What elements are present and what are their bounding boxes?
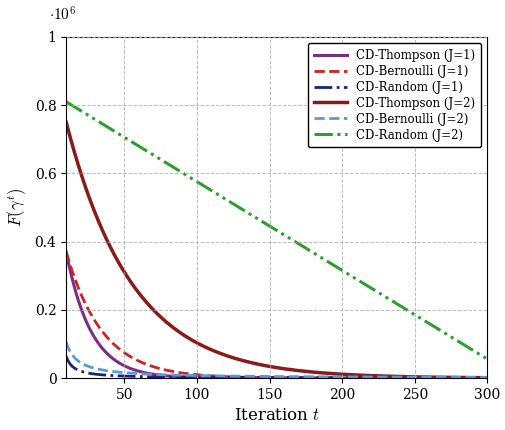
CD-Thompson (J=2) (256, 362, 262, 367)
CD-Bernoulli (J=1) (84, 306, 90, 311)
CD-Random (J=1) (84, 370, 90, 375)
CD-Random (J=2) (63, 99, 69, 104)
CD-Bernoulli (J=1) (256, 375, 262, 380)
CD-Thompson (J=2) (394, 374, 400, 379)
Line: CD-Thompson (J=1): CD-Thompson (J=1) (66, 252, 486, 378)
CD-Random (J=2) (268, 224, 274, 230)
CD-Bernoulli (J=2) (483, 375, 489, 380)
CD-Bernoulli (J=2) (394, 375, 400, 380)
CD-Random (J=2) (471, 349, 477, 354)
Line: CD-Bernoulli (J=2): CD-Bernoulli (J=2) (66, 342, 486, 378)
CD-Random (J=2) (84, 112, 90, 117)
CD-Bernoulli (J=1) (394, 375, 400, 381)
CD-Bernoulli (J=1) (63, 249, 69, 255)
CD-Bernoulli (J=2) (471, 375, 477, 380)
CD-Bernoulli (J=2) (268, 374, 274, 379)
CD-Bernoulli (J=2) (84, 363, 90, 369)
CD-Bernoulli (J=2) (471, 375, 477, 380)
Line: CD-Random (J=2): CD-Random (J=2) (66, 102, 486, 359)
CD-Random (J=1) (471, 375, 477, 381)
CD-Bernoulli (J=1) (471, 375, 477, 381)
CD-Random (J=1) (483, 375, 489, 381)
CD-Thompson (J=1) (63, 249, 69, 255)
CD-Bernoulli (J=1) (483, 375, 489, 381)
CD-Thompson (J=1) (471, 375, 477, 381)
CD-Random (J=1) (268, 375, 274, 380)
CD-Bernoulli (J=2) (63, 339, 69, 344)
CD-Random (J=2) (471, 349, 477, 354)
CD-Thompson (J=1) (483, 375, 489, 381)
CD-Bernoulli (J=1) (268, 375, 274, 380)
CD-Bernoulli (J=1) (471, 375, 477, 381)
CD-Random (J=1) (394, 375, 400, 381)
X-axis label: Iteration $t$: Iteration $t$ (233, 408, 319, 424)
CD-Random (J=2) (256, 218, 262, 223)
CD-Thompson (J=1) (268, 375, 274, 381)
CD-Thompson (J=1) (256, 375, 262, 381)
CD-Thompson (J=2) (268, 364, 274, 369)
Y-axis label: $F(\gamma^t)$: $F(\gamma^t)$ (6, 188, 29, 227)
CD-Random (J=1) (256, 375, 262, 380)
Legend: CD-Thompson (J=1), CD-Bernoulli (J=1), CD-Random (J=1), CD-Thompson (J=2), CD-Be: CD-Thompson (J=1), CD-Bernoulli (J=1), C… (308, 43, 480, 147)
CD-Thompson (J=1) (394, 375, 400, 381)
Line: CD-Thompson (J=2): CD-Thompson (J=2) (66, 122, 486, 378)
CD-Thompson (J=2) (483, 375, 489, 380)
CD-Random (J=1) (471, 375, 477, 381)
CD-Bernoulli (J=2) (256, 374, 262, 379)
Text: $\cdot 10^6$: $\cdot 10^6$ (49, 5, 76, 23)
CD-Thompson (J=2) (471, 375, 477, 380)
Line: CD-Random (J=1): CD-Random (J=1) (66, 356, 486, 378)
CD-Thompson (J=2) (84, 191, 90, 196)
CD-Thompson (J=1) (471, 375, 477, 381)
CD-Random (J=2) (483, 356, 489, 362)
CD-Thompson (J=2) (471, 375, 477, 380)
CD-Thompson (J=2) (63, 120, 69, 125)
CD-Random (J=1) (63, 354, 69, 359)
CD-Thompson (J=1) (84, 322, 90, 327)
CD-Random (J=2) (394, 302, 400, 307)
Line: CD-Bernoulli (J=1): CD-Bernoulli (J=1) (66, 252, 486, 378)
